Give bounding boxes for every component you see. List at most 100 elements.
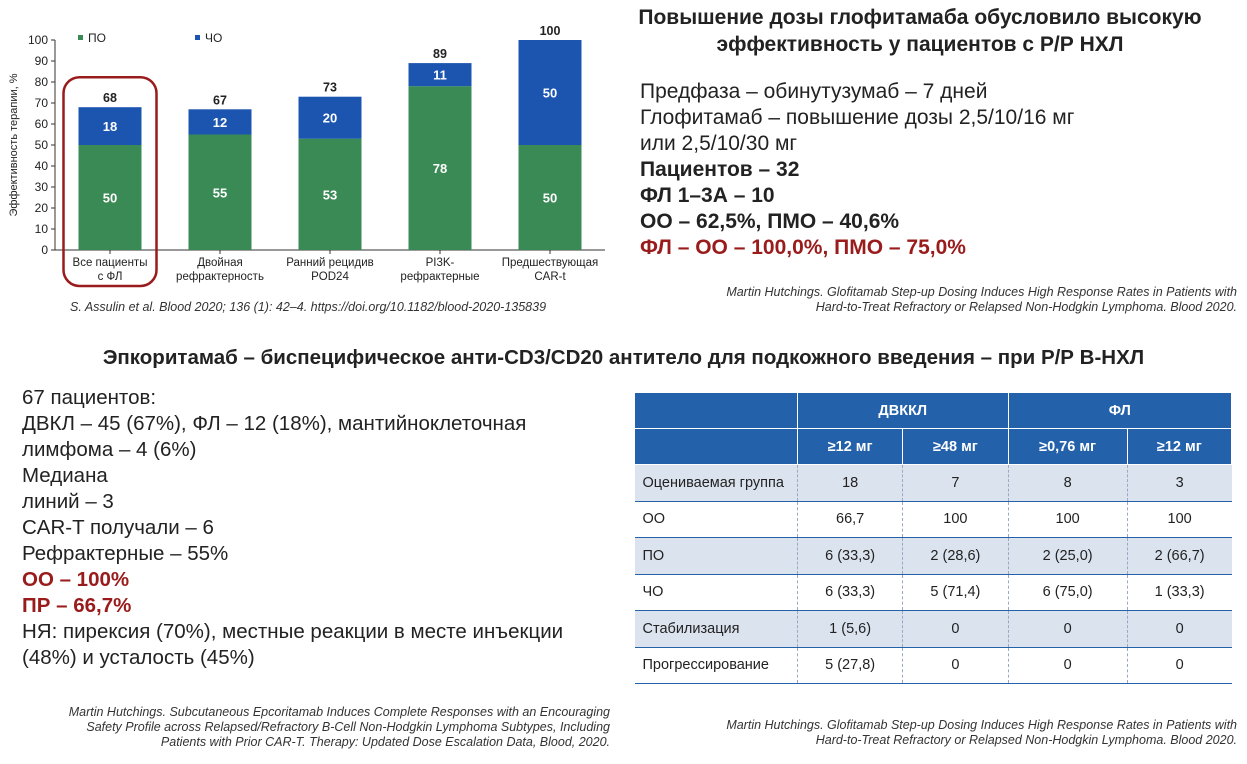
y-tick-label: 20 xyxy=(35,201,49,215)
epcoritamab-summary: 67 пациентов: ДВКЛ – 45 (67%), ФЛ – 12 (… xyxy=(22,385,563,671)
glofitamab-info: Предфаза – обинутузумаб – 7 дней Глофита… xyxy=(640,79,1074,261)
x-category-label: рефрактерные xyxy=(400,271,479,283)
table-row-label: Стабилизация xyxy=(634,610,798,648)
table-row-label: ОО xyxy=(634,501,798,538)
y-tick-label: 40 xyxy=(35,159,49,173)
bar-value-label: 53 xyxy=(323,187,337,202)
bar-value-label: 12 xyxy=(213,115,227,130)
table-cell: 100 xyxy=(1126,501,1232,538)
info-line: Глофитамаб – повышение дозы 2,5/10/16 мг xyxy=(640,106,1075,129)
bar-total-label: 67 xyxy=(213,93,227,107)
table-row-label: Прогрессирование xyxy=(634,647,798,684)
table-cell: 5 (71,4) xyxy=(902,574,1009,611)
info-line: Пациентов – 32 xyxy=(640,158,800,181)
summary-line: НЯ: пирексия (70%), местные реакции в ме… xyxy=(22,620,564,643)
bar-value-label: 50 xyxy=(543,191,557,206)
x-category-label: Предшествующая xyxy=(502,257,598,269)
y-tick-label: 70 xyxy=(35,96,49,110)
epcoritamab-citation: Martin Hutchings. Subcutaneous Epcoritam… xyxy=(68,705,610,749)
table-row: Прогрессирование 5 (27,8) 0 0 0 xyxy=(634,647,1232,684)
table-row-label: ПО xyxy=(634,537,798,575)
y-tick-label: 100 xyxy=(28,33,48,47)
table-cell: 7 xyxy=(902,464,1009,502)
bar-segment-ПО xyxy=(298,138,362,250)
table-group-header: ДВККЛ xyxy=(797,392,1009,429)
stacked-bar-chart: 0 10 20 30 40 50 60 70 80 90 100 Эффективность тера… xyxy=(8,24,605,288)
table-cell: 8 xyxy=(1007,464,1128,502)
info-line: ФЛ 1–3А – 10 xyxy=(640,184,775,207)
table-cell: 5 (27,8) xyxy=(796,647,903,684)
bar-value-label: 11 xyxy=(433,68,447,83)
bar-segment-ПО xyxy=(78,145,142,250)
bar-segment-ЧО xyxy=(408,63,472,87)
y-tick-label: 90 xyxy=(35,54,49,68)
x-category-label: CAR-t xyxy=(534,271,566,283)
bar-value-label: 55 xyxy=(213,185,227,200)
table-row-label: Оцениваемая группа xyxy=(634,464,798,502)
summary-line: Рефрактерные – 55% xyxy=(22,542,229,565)
summary-line: лимфома – 4 (6%) xyxy=(22,438,197,461)
summary-line-highlight: ОО – 100% xyxy=(22,568,130,591)
highlight-outline xyxy=(62,75,158,288)
table-dose-header: ≥12 мг xyxy=(1126,428,1233,465)
bar-segment-ЧО xyxy=(78,107,142,145)
table-cell: 1 (33,3) xyxy=(1126,574,1232,611)
x-category-label: Все пациенты xyxy=(73,257,148,269)
table-cell: 2 (28,6) xyxy=(902,537,1009,575)
table-header-row: ДВККЛ ФЛ xyxy=(634,392,1233,429)
y-axis-label: Эффективность терапии, % xyxy=(8,73,20,216)
bar-value-label: 50 xyxy=(543,86,557,101)
table-cell: 0 xyxy=(902,647,1009,684)
y-tick-label: 80 xyxy=(35,75,49,89)
y-tick-label: 10 xyxy=(35,222,49,236)
epcoritamab-title: Эпкоритамаб – биспецифическое анти-CD3/C… xyxy=(102,346,1145,369)
bar-segment-ПО xyxy=(188,134,252,250)
summary-line-highlight: ПР – 66,7% xyxy=(22,594,132,617)
table-cell: 18 xyxy=(796,464,903,502)
table-cell: 6 (33,3) xyxy=(796,574,903,611)
table-group-header: ФЛ xyxy=(1007,392,1233,429)
table-row: ПО 6 (33,3) 2 (28,6) 2 (25,0) 2 (66,7) xyxy=(634,537,1232,575)
bar-segment-ПО xyxy=(408,86,472,250)
legend-label: ЧО xyxy=(205,31,222,45)
glofitamab-title: Повышение дозы глофитамаба обусловило вы… xyxy=(638,6,1202,56)
table-cell: 0 xyxy=(1126,610,1232,648)
table-cell: 0 xyxy=(902,610,1009,648)
y-tick-label: 50 xyxy=(35,138,49,152)
y-tick-label: 0 xyxy=(41,243,48,257)
info-line: Предфаза – обинутузумаб – 7 дней xyxy=(640,80,988,103)
table-row-label: ЧО xyxy=(634,574,798,611)
table-cell: 66,7 xyxy=(796,501,903,538)
table-dose-header: ≥48 мг xyxy=(902,428,1009,465)
table-dose-header: ≥0,76 мг xyxy=(1007,428,1128,465)
table-row: ОО 66,7 100 100 100 xyxy=(634,501,1232,538)
x-category-label: Двойная xyxy=(197,257,243,269)
glofitamab-citation-bottom: Martin Hutchings. Glofitamab Step-up Dos… xyxy=(726,718,1237,747)
info-line-highlight: ФЛ – ОО – 100,0%, ПМО – 75,0% xyxy=(640,236,966,259)
table-row: Оцениваемая группа 18 7 8 3 xyxy=(634,464,1232,502)
glofitamab-citation-top: Martin Hutchings. Glofitamab Step-up Dos… xyxy=(726,285,1237,314)
bar-total-label: 100 xyxy=(540,24,561,38)
bar-segment-ПО xyxy=(518,145,582,250)
legend-label: ПО xyxy=(88,31,106,45)
bar-value-label: 78 xyxy=(433,161,447,176)
table-cell: 100 xyxy=(902,501,1009,538)
chart-citation: S. Assulin et al. Blood 2020; 136 (1): 4… xyxy=(70,300,547,314)
epcoritamab-table: ДВККЛ ФЛ ≥12 мг ≥48 мг ≥0,76 мг ≥12 мг О… xyxy=(634,392,1233,684)
table-cell: 6 (75,0) xyxy=(1007,574,1128,611)
x-category-label: рефрактерность xyxy=(176,271,264,283)
bar-total-label: 89 xyxy=(433,47,447,61)
bar-total-label: 68 xyxy=(103,91,117,105)
table-dose-header: ≥12 мг xyxy=(796,428,904,465)
table-cell: 2 (25,0) xyxy=(1007,537,1128,575)
table-cell: 1 (5,6) xyxy=(796,610,903,648)
table-header-row: ≥12 мг ≥48 мг ≥0,76 мг ≥12 мг xyxy=(634,428,1233,465)
table-cell: 100 xyxy=(1007,501,1128,538)
bar-value-label: 20 xyxy=(323,111,337,126)
table-cell: 2 (66,7) xyxy=(1126,537,1232,575)
summary-line: линий – 3 xyxy=(22,490,114,513)
info-line: ОО – 62,5%, ПМО – 40,6% xyxy=(640,210,900,233)
legend-swatch xyxy=(195,35,200,40)
table-cell: 3 xyxy=(1126,464,1232,502)
summary-line: 67 пациентов: xyxy=(22,386,157,409)
